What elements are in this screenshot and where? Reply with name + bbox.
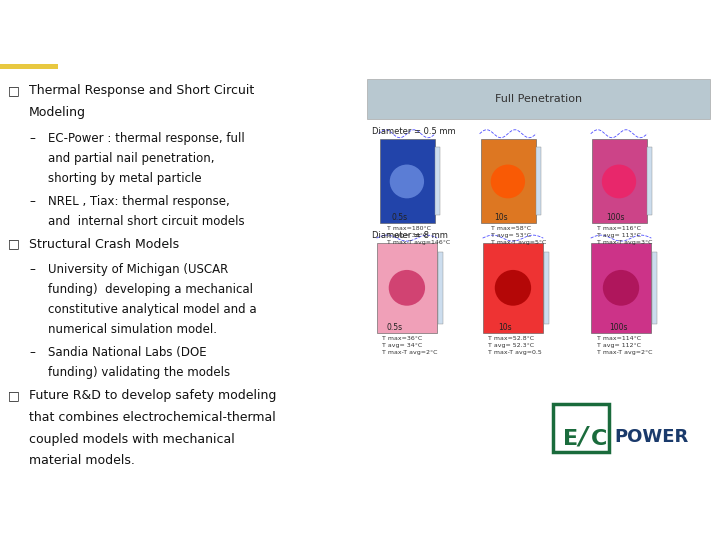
Bar (482, 243, 544, 333)
Text: –: – (30, 132, 35, 145)
Bar (536, 147, 541, 215)
Text: Diameter = 8 mm: Diameter = 8 mm (372, 231, 447, 240)
Text: 10s: 10s (498, 322, 511, 332)
Bar (435, 147, 440, 215)
Text: Battery Safety Abuse Modeling: Battery Safety Abuse Modeling (11, 19, 474, 45)
Text: T max=58°C
T avg= 53°C
T max-T avg=5°C: T max=58°C T avg= 53°C T max-T avg=5°C (491, 226, 546, 245)
Text: POWER: POWER (614, 428, 688, 446)
Text: Energy Efficiency &: Energy Efficiency & (576, 16, 658, 25)
Text: material models.: material models. (30, 455, 135, 468)
Text: T max=180°C
T avg= 34°C
T max-T avg=146°C: T max=180°C T avg= 34°C T max-T avg=146°… (387, 226, 450, 245)
Bar (554, 404, 609, 452)
Text: Thermal Response and Short Circuit: Thermal Response and Short Circuit (30, 84, 254, 97)
Text: T max=114°C
T avg= 112°C
T max-T avg=2°C: T max=114°C T avg= 112°C T max-T avg=2°C (597, 335, 652, 355)
Bar (544, 252, 549, 323)
Bar (592, 139, 647, 223)
Text: /: / (579, 425, 588, 449)
Text: T max=36°C
T avg= 34°C
T max-T avg=2°C: T max=36°C T avg= 34°C T max-T avg=2°C (382, 335, 437, 355)
Text: funding)  developing a mechanical: funding) developing a mechanical (48, 283, 253, 296)
Text: U.S. DEPARTMENT OF: U.S. DEPARTMENT OF (464, 13, 539, 19)
Text: funding) validating the models: funding) validating the models (48, 366, 230, 379)
Text: Sandia National Labs (DOE: Sandia National Labs (DOE (48, 346, 207, 359)
Circle shape (390, 165, 424, 198)
Circle shape (603, 270, 639, 306)
Circle shape (491, 165, 525, 198)
Text: Modeling: Modeling (30, 106, 86, 119)
Text: 12 | Energy Efficiency and Renewable Energy: 12 | Energy Efficiency and Renewable Ene… (7, 518, 229, 529)
Text: Renewable Energy: Renewable Energy (576, 37, 654, 46)
Text: –: – (30, 263, 35, 276)
Text: EC-Power : thermal response, full: EC-Power : thermal response, full (48, 132, 245, 145)
Bar (438, 252, 444, 323)
Text: ENERGY: ENERGY (464, 30, 545, 49)
Text: 100s: 100s (609, 322, 627, 332)
Bar (366, 79, 710, 119)
Text: that combines electrochemical-thermal: that combines electrochemical-thermal (30, 411, 276, 424)
Text: Diameter = 0.5 mm: Diameter = 0.5 mm (372, 127, 455, 136)
Text: 100s: 100s (606, 213, 624, 222)
Text: constitutive analytical model and a: constitutive analytical model and a (48, 303, 257, 316)
Text: –: – (30, 194, 35, 208)
Text: Structural Crash Models: Structural Crash Models (30, 238, 179, 251)
Text: □: □ (8, 238, 19, 251)
Text: C: C (590, 429, 607, 449)
Text: eere.energy.gov: eere.energy.gov (634, 518, 713, 528)
Circle shape (495, 270, 531, 306)
Text: 0.5s: 0.5s (392, 213, 408, 222)
Text: Full Penetration: Full Penetration (495, 94, 582, 104)
Text: –: – (30, 346, 35, 359)
Text: T max=52.8°C
T avg= 52.3°C
T max-T avg=0.5: T max=52.8°C T avg= 52.3°C T max-T avg=0… (487, 335, 541, 355)
Bar (377, 243, 437, 333)
Text: 10s: 10s (494, 213, 508, 222)
Bar (379, 139, 435, 223)
Circle shape (602, 165, 636, 198)
Text: □: □ (8, 84, 19, 97)
Text: and  internal short circuit models: and internal short circuit models (48, 215, 245, 228)
Bar (647, 147, 652, 215)
Text: E: E (564, 429, 579, 449)
Text: University of Michigan (USCAR: University of Michigan (USCAR (48, 263, 228, 276)
Bar (590, 243, 652, 333)
Text: □: □ (8, 389, 19, 402)
Bar (481, 139, 536, 223)
Text: shorting by metal particle: shorting by metal particle (48, 172, 202, 185)
Text: numerical simulation model.: numerical simulation model. (48, 323, 217, 336)
Text: 0.5s: 0.5s (387, 322, 402, 332)
Text: NREL , Tiax: thermal response,: NREL , Tiax: thermal response, (48, 194, 230, 208)
Text: Future R&D to develop safety modeling: Future R&D to develop safety modeling (30, 389, 276, 402)
Bar (0, 64, 58, 69)
Text: and partial nail penetration,: and partial nail penetration, (48, 152, 215, 165)
Text: T max=116°C
T avg= 113°C
T max-T avg=3°C: T max=116°C T avg= 113°C T max-T avg=3°C (597, 226, 652, 245)
Bar (652, 252, 657, 323)
Text: coupled models with mechanical: coupled models with mechanical (30, 433, 235, 446)
Circle shape (389, 270, 425, 306)
